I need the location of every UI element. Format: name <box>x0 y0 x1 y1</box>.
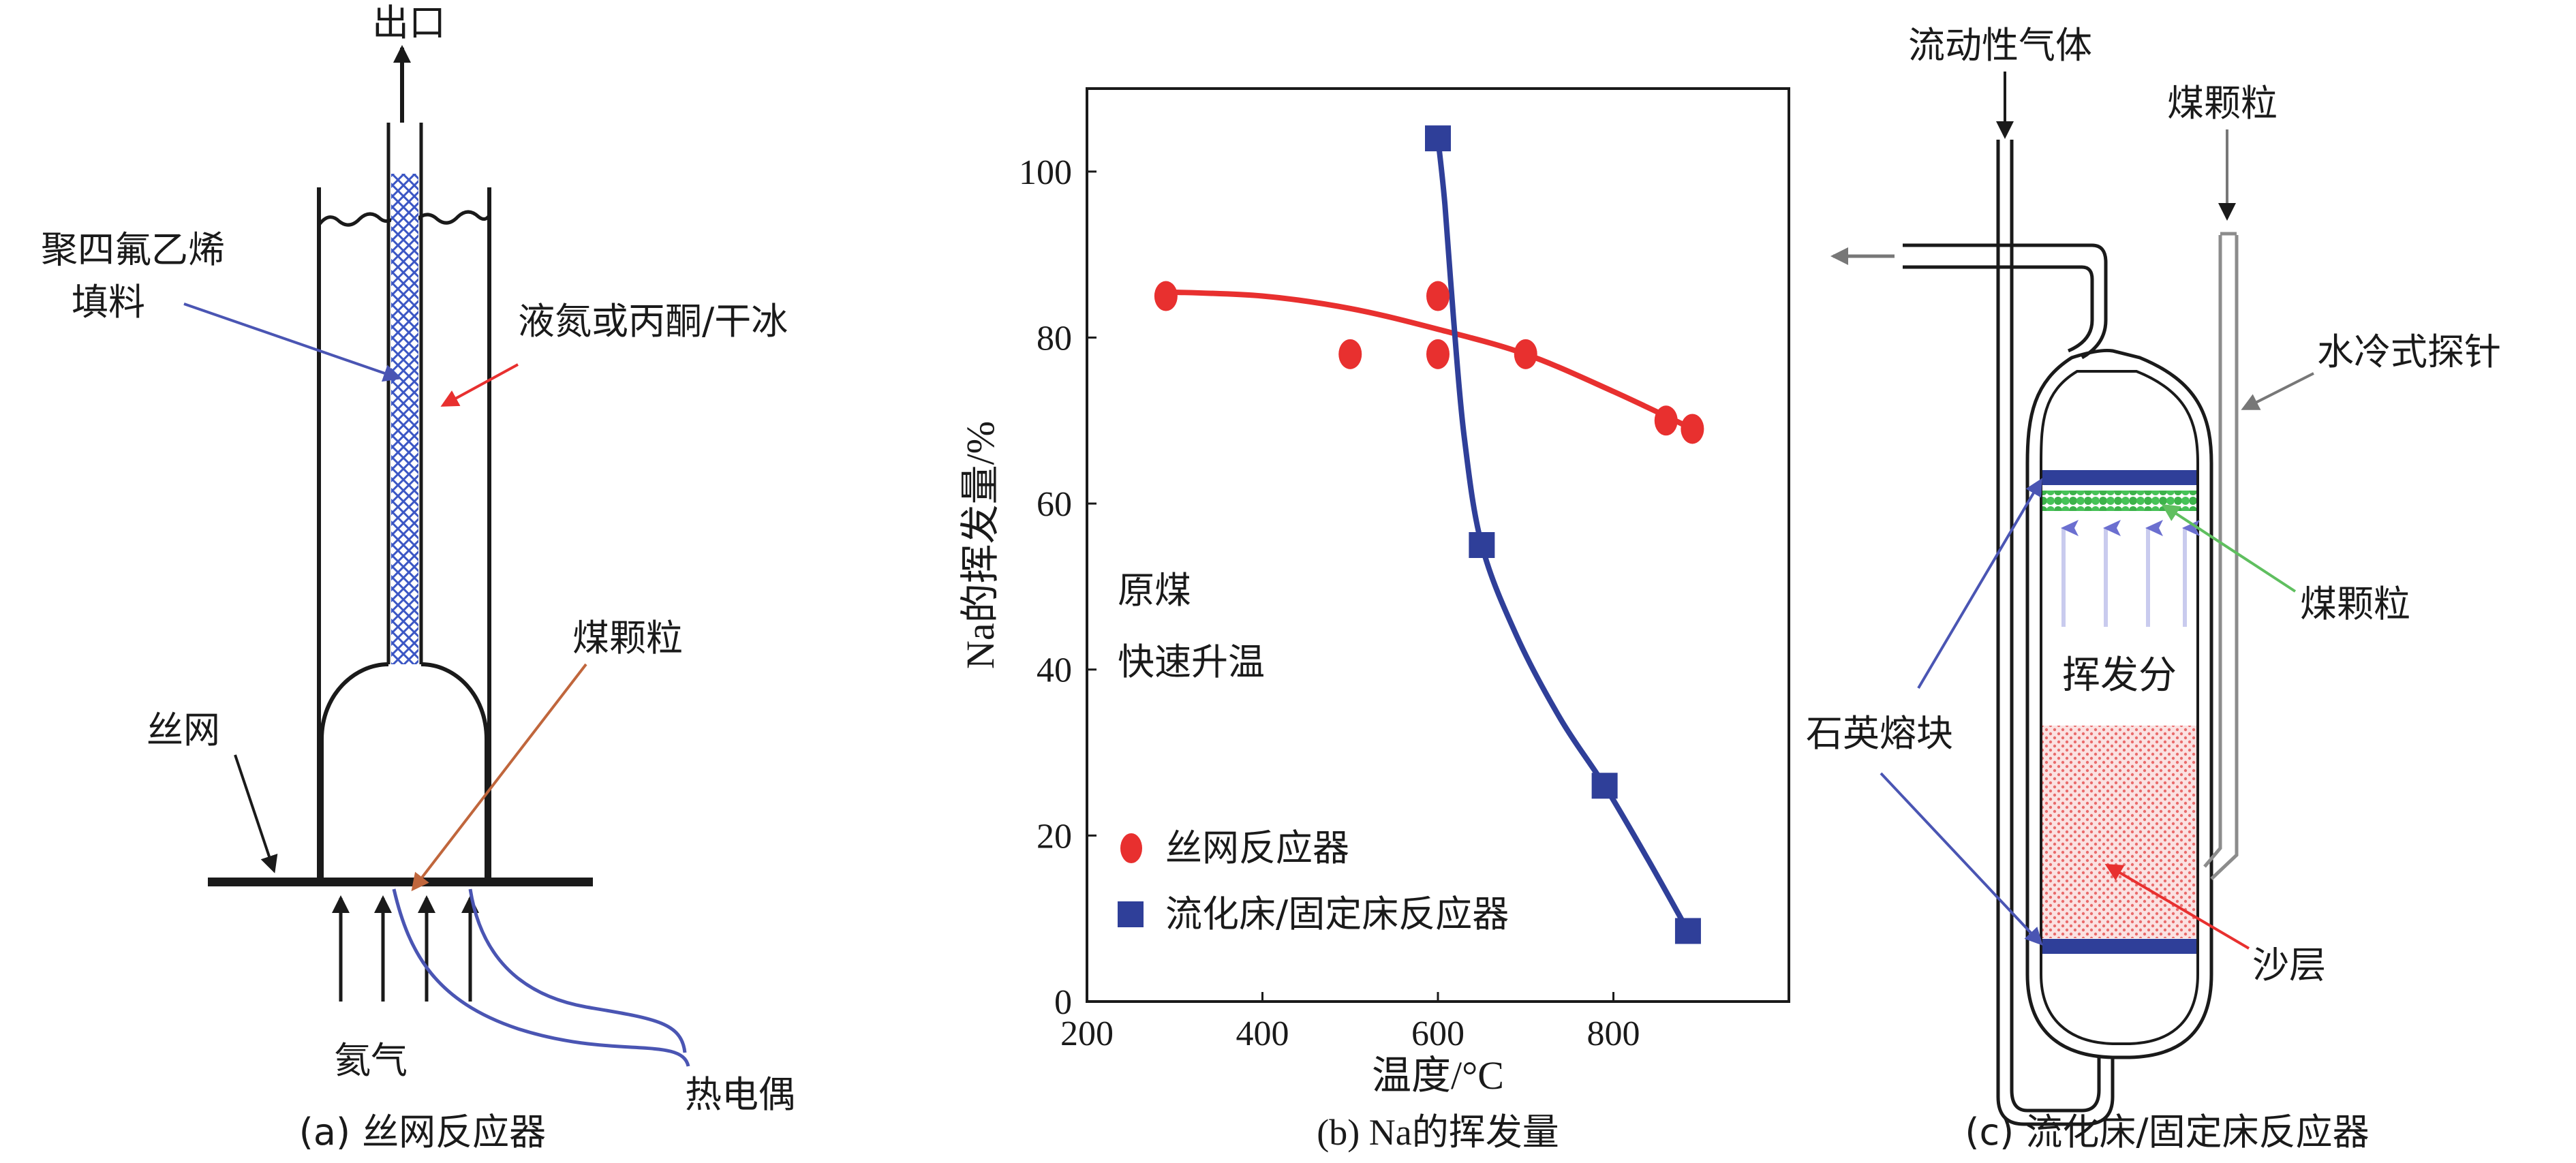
y-tick-label: 80 <box>1037 319 1072 358</box>
water-probe-label: 水冷式探针 <box>2317 330 2501 373</box>
outlet-tube-bottom <box>1903 265 2094 353</box>
wire-mesh-label: 丝网 <box>147 709 220 751</box>
quartz-frit-label: 石英熔块 <box>1806 712 1953 755</box>
coal-particle-layer <box>2042 491 2196 511</box>
quartz-frit-top <box>2042 470 2196 485</box>
inlet-tube-inner <box>2010 140 2101 1113</box>
inner-bell-left <box>320 662 389 882</box>
fluidizing-gas-label: 流动性气体 <box>1908 24 2092 67</box>
fit-line-series-2 <box>1435 138 1691 933</box>
thermocouple-wire-2 <box>468 888 687 1053</box>
fit-line-series-1 <box>1165 289 1694 432</box>
data-markers <box>1154 125 1704 944</box>
data-point-wire-mesh <box>1514 339 1537 369</box>
legend-label-wire-mesh: 丝网反应器 <box>1165 826 1349 869</box>
reactor-vessel-inner <box>2040 370 2199 1045</box>
outlet-label: 出口 <box>372 1 446 44</box>
thermocouple-label: 热电偶 <box>685 1073 795 1116</box>
volatiles-label: 挥发分 <box>2062 653 2177 698</box>
annotation-raw-coal: 原煤 <box>1118 569 1191 612</box>
water-probe-pointer <box>2241 372 2314 410</box>
y-tick-label: 20 <box>1037 817 1072 856</box>
water-probe-inner <box>2210 235 2239 880</box>
data-point-wire-mesh <box>1338 339 1362 369</box>
sand-bed-label: 沙层 <box>2252 944 2326 987</box>
coal-particle-feed-label: 煤颗粒 <box>2167 82 2278 125</box>
coolant-surface-line <box>318 210 491 227</box>
thermocouple-wire-1 <box>392 888 690 1067</box>
quartz-frit-pointer-top <box>1917 478 2043 689</box>
panel-b-caption: (b) Na的挥发量 <box>1317 1112 1559 1153</box>
legend-marker-wire-mesh <box>1120 833 1142 863</box>
data-point-wire-mesh <box>1681 414 1704 444</box>
reactor-vessel-outer <box>2025 349 2213 1059</box>
inner-bell-right <box>420 662 489 882</box>
coal-particle-side-pointer <box>2161 503 2297 593</box>
data-point-wire-mesh <box>1426 339 1450 369</box>
ptfe-packing <box>391 174 418 664</box>
x-tick-label: 400 <box>1236 1014 1289 1053</box>
data-point-wire-mesh <box>1426 281 1450 311</box>
fit-lines <box>1165 138 1694 933</box>
plot-frame <box>1086 87 1790 1003</box>
argon-label: 氦气 <box>334 1039 408 1082</box>
legend-label-fluidized: 流化床/固定床反应器 <box>1165 893 1509 935</box>
data-point-wire-mesh <box>1654 405 1678 436</box>
coal-particle-side-label: 煤颗粒 <box>2300 583 2410 625</box>
x-tick-label: 800 <box>1587 1014 1640 1053</box>
data-point-wire-mesh <box>1154 281 1178 311</box>
panel-a-wire-mesh-reactor: 出口 聚四氟乙烯 填料 液氮或丙酮/干冰 煤颗粒 丝网 氦气 <box>41 1 795 1153</box>
coolant-label: 液氮或丙酮/干冰 <box>518 300 788 343</box>
data-point-fluidized-bed <box>1425 125 1451 152</box>
ptfe-label-line2: 填料 <box>72 281 145 324</box>
axis-ticks: 200 400 600 800 0 20 40 60 80 100 <box>1019 153 1640 1053</box>
sand-bed <box>2042 726 2196 938</box>
ptfe-label-line1: 聚四氟乙烯 <box>41 228 225 271</box>
data-point-fluidized-bed <box>1591 773 1618 799</box>
ptfe-pointer-arrow <box>183 303 401 382</box>
water-probe-outer <box>2203 235 2222 868</box>
y-tick-label: 60 <box>1037 485 1072 524</box>
data-point-fluidized-bed <box>1674 918 1701 944</box>
coal-particle-pointer-arrow <box>411 663 587 892</box>
coal-particle-label: 煤颗粒 <box>572 617 683 660</box>
sand-bed-pointer <box>2104 863 2250 950</box>
wire-mesh-pointer-arrow <box>234 754 278 873</box>
panel-c-fluidized-bed-reactor: 流动性气体 挥发分 煤颗粒 水冷式探针 煤颗粒 <box>1806 24 2501 1153</box>
y-axis-label: Na的挥发量/% <box>958 421 1002 669</box>
x-tick-label: 600 <box>1411 1014 1465 1053</box>
annotation-fast-heating: 快速升温 <box>1118 640 1265 683</box>
data-point-fluidized-bed <box>1469 532 1495 558</box>
x-axis-label: 温度/°C <box>1372 1053 1504 1098</box>
outlet-tube-top <box>1903 243 2108 360</box>
quartz-frit-bottom <box>2042 939 2196 954</box>
wire-mesh-bar <box>208 878 593 886</box>
y-tick-label: 100 <box>1019 153 1072 192</box>
y-tick-label: 40 <box>1037 651 1072 690</box>
panel-c-caption: (c) 流化床/固定床反应器 <box>1965 1111 2369 1153</box>
x-tick-label: 200 <box>1060 1014 1114 1053</box>
legend-marker-fluidized <box>1118 901 1144 927</box>
y-tick-label: 0 <box>1054 983 1072 1022</box>
coolant-pointer-arrow <box>440 363 519 407</box>
quartz-frit-pointer-bottom <box>1880 772 2043 946</box>
inlet-tube-outer <box>1996 140 2115 1126</box>
panel-a-caption: (a) 丝网反应器 <box>299 1111 546 1153</box>
